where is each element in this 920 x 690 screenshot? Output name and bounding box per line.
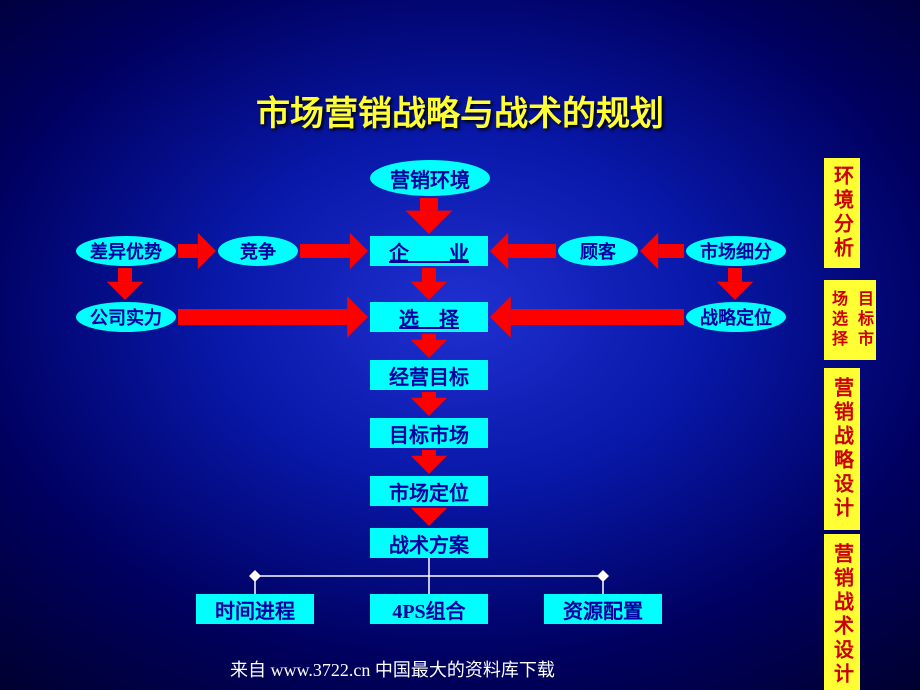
slide-title: 市场营销战略与战术的规划	[0, 86, 920, 135]
footer-text: 来自 www.3722.cn 中国最大的资料库下载	[230, 656, 555, 682]
node-cust: 顾客	[558, 236, 638, 266]
node-fourp: 4PS组合	[370, 594, 488, 624]
side-label-s2b: 场选择	[824, 280, 850, 360]
node-tactic: 战术方案	[370, 528, 488, 558]
node-tgtmkt: 目标市场	[370, 418, 488, 448]
node-select: 选 择	[370, 302, 488, 332]
node-strength: 公司实力	[76, 302, 176, 332]
node-diff: 差异优势	[76, 236, 176, 266]
node-env: 营销环境	[370, 160, 490, 196]
node-comp: 竞争	[218, 236, 298, 266]
node-ent: 企 业	[370, 236, 488, 266]
side-label-s1: 环境分析	[824, 158, 860, 268]
node-pos: 战略定位	[686, 302, 786, 332]
side-label-s4: 营销战术设计	[824, 534, 860, 690]
node-time: 时间进程	[196, 594, 314, 624]
side-label-s3: 营销战略设计	[824, 368, 860, 530]
side-label-s2a: 目标市	[850, 280, 876, 360]
node-goal: 经营目标	[370, 360, 488, 390]
node-seg: 市场细分	[686, 236, 786, 266]
node-res: 资源配置	[544, 594, 662, 624]
node-mktpos: 市场定位	[370, 476, 488, 506]
